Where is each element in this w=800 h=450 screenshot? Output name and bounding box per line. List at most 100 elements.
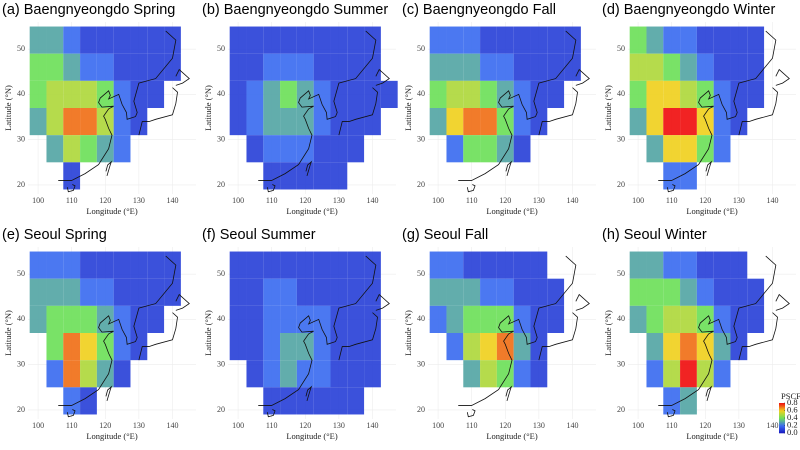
panel-title: (e) Seoul Spring <box>2 227 107 243</box>
pscf-cell <box>480 360 497 388</box>
y-axis-label: Latitude (°N) <box>3 85 13 131</box>
pscf-cell <box>629 108 647 136</box>
pscf-cell <box>429 108 447 136</box>
colorbar-tick-label: 0.8 <box>787 397 798 407</box>
pscf-cell <box>713 135 731 163</box>
y-tick-label: 20 <box>17 405 25 414</box>
coastline <box>138 87 178 136</box>
pscf-cell <box>330 251 348 279</box>
y-tick-label: 40 <box>17 89 25 98</box>
x-axis-label: Longitude (°E) <box>686 206 737 216</box>
colorbar-step <box>779 427 785 429</box>
x-tick-label: 130 <box>533 196 545 205</box>
pscf-cell <box>96 305 114 333</box>
pscf-cell <box>496 360 514 388</box>
y-tick-label: 50 <box>217 44 225 53</box>
x-tick-label: 110 <box>266 196 278 205</box>
panel: 100 110 120 130 140 20 30 40 50 (c) Baengnyeongdo… <box>402 2 596 216</box>
colorbar-step <box>779 406 785 408</box>
pscf-cell <box>280 162 297 190</box>
pscf-cell <box>513 360 531 388</box>
pscf-cell <box>513 278 531 306</box>
x-tick-label: 120 <box>299 196 311 205</box>
pscf-cell <box>646 360 664 388</box>
coastline <box>775 293 790 311</box>
x-axis-label: Longitude (°E) <box>486 431 537 441</box>
pscf-cell <box>46 278 64 306</box>
y-tick-label: 30 <box>217 360 225 369</box>
pscf-cell <box>680 305 697 333</box>
pscf-cell <box>629 26 647 54</box>
pscf-cell <box>663 251 681 279</box>
pscf-cell <box>130 108 148 136</box>
pscf-cell <box>663 108 681 136</box>
pscf-cell <box>347 387 365 415</box>
pscf-cell <box>463 278 481 306</box>
pscf-cell <box>313 387 331 415</box>
pscf-cell <box>80 108 97 136</box>
pscf-cell <box>330 360 348 388</box>
pscf-cell <box>530 26 548 54</box>
y-axis-label: Latitude (°N) <box>403 85 413 131</box>
pscf-cell <box>496 278 514 306</box>
pscf-cell <box>347 305 365 333</box>
pscf-cell <box>513 80 531 108</box>
pscf-cell <box>347 135 365 163</box>
coastline <box>266 409 276 418</box>
pscf-cell <box>246 26 264 54</box>
x-tick-label: 130 <box>333 421 345 430</box>
pscf-cell <box>63 360 81 388</box>
x-tick-label: 140 <box>566 196 578 205</box>
pscf-cell <box>463 251 481 279</box>
pscf-cell <box>113 135 131 163</box>
y-axis-label: Latitude (°N) <box>603 310 613 356</box>
coastline <box>258 255 377 406</box>
y-tick-label: 40 <box>217 89 225 98</box>
pscf-cell <box>696 251 714 279</box>
pscf-cell <box>646 53 664 81</box>
y-tick-label: 30 <box>217 135 225 144</box>
y-tick-label: 40 <box>417 314 425 323</box>
pscf-cell <box>330 278 348 306</box>
pscf-cell <box>313 53 331 81</box>
colorbar-tick-label: 0.4 <box>787 412 798 422</box>
x-tick-label: 100 <box>632 421 644 430</box>
pscf-cell <box>696 80 714 108</box>
colorbar-title: PSCF <box>781 391 800 401</box>
pscf-cell <box>513 26 531 54</box>
pscf-cell <box>280 26 297 54</box>
pscf-cell <box>330 333 348 361</box>
pscf-cell <box>80 333 97 361</box>
pscf-cell <box>663 278 681 306</box>
pscf-cell <box>330 108 348 136</box>
pscf-cell <box>663 305 681 333</box>
pscf-cell <box>164 26 181 54</box>
y-axis-label: Latitude (°N) <box>203 85 213 131</box>
pscf-cell <box>296 278 314 306</box>
pscf-cell <box>246 333 264 361</box>
pscf-cell <box>229 333 247 361</box>
pscf-cell <box>263 80 281 108</box>
y-tick-label: 50 <box>617 269 625 278</box>
colorbar-tick-label: 0.0 <box>787 427 798 437</box>
colorbar-step <box>779 427 785 429</box>
x-tick-label: 140 <box>166 421 178 430</box>
y-axis-label: Latitude (°N) <box>603 85 613 131</box>
pscf-cell <box>313 26 331 54</box>
y-tick-label: 40 <box>17 314 25 323</box>
pscf-cell <box>547 278 565 306</box>
colorbar-step <box>779 404 785 406</box>
pscf-cell <box>80 360 97 388</box>
pscf-cell <box>63 305 81 333</box>
x-axis-label: Longitude (°E) <box>86 206 137 216</box>
pscf-cell <box>63 251 81 279</box>
pscf-cell <box>29 278 47 306</box>
coastline <box>58 255 177 406</box>
pscf-cell <box>713 53 731 81</box>
pscf-cell <box>330 26 348 54</box>
pscf-cell <box>263 387 281 415</box>
pscf-cell <box>229 80 247 108</box>
pscf-cell <box>480 135 497 163</box>
coastline <box>338 87 378 136</box>
coastline <box>66 184 76 193</box>
